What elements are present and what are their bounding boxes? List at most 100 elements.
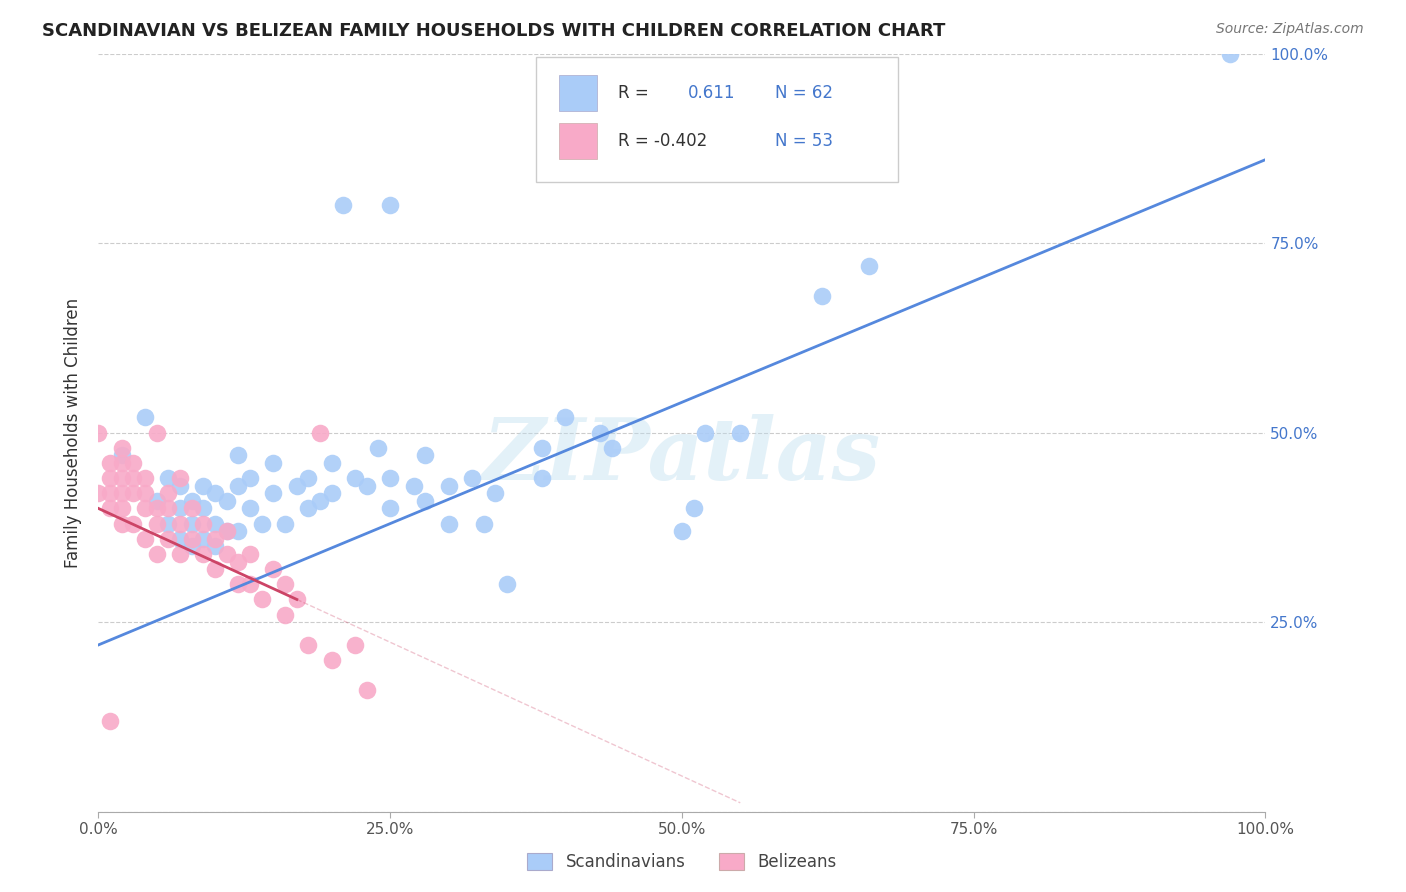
Point [600,441,623,455]
Point [356,479,378,493]
Point [321,456,343,470]
Point [204,516,226,531]
Point [378,501,402,516]
Point [239,547,262,561]
Point [215,494,238,508]
Point [472,516,495,531]
FancyBboxPatch shape [536,57,898,183]
Point [262,486,284,500]
Point [215,524,238,539]
Point [228,577,250,591]
Point [204,539,226,553]
Point [87,486,110,500]
Y-axis label: Family Households with Children: Family Households with Children [65,298,83,567]
Point [274,577,297,591]
Point [157,486,180,500]
Point [530,471,553,485]
Point [157,501,180,516]
Point [321,486,343,500]
Point [146,425,169,440]
Point [344,471,367,485]
Point [169,532,191,546]
Point [262,562,284,576]
Point [193,479,215,493]
Point [111,486,134,500]
Point [193,547,215,561]
Point [193,532,215,546]
Point [297,501,319,516]
Point [1219,46,1241,61]
Point [321,653,343,667]
Point [730,425,752,440]
Point [530,441,553,455]
Point [134,410,156,425]
Text: R = -0.402: R = -0.402 [617,132,707,150]
Point [589,425,612,440]
Point [180,501,202,516]
Point [228,449,250,463]
Point [180,532,202,546]
Point [695,425,717,440]
Point [146,547,169,561]
Point [111,456,134,470]
Point [134,471,156,485]
Point [285,592,308,607]
Point [157,532,180,546]
Point [169,501,191,516]
Point [122,486,145,500]
Point [122,456,145,470]
Point [169,471,191,485]
Point [215,547,238,561]
Point [111,449,134,463]
Point [228,479,250,493]
Point [111,441,134,455]
Point [157,516,180,531]
Text: Source: ZipAtlas.com: Source: ZipAtlas.com [1216,22,1364,37]
Point [228,554,250,569]
Point [193,516,215,531]
Text: N = 62: N = 62 [775,84,834,102]
Point [367,441,389,455]
Point [204,532,226,546]
Point [858,259,880,273]
Point [228,524,250,539]
Point [169,479,191,493]
Point [122,471,145,485]
Point [285,479,308,493]
FancyBboxPatch shape [560,122,596,159]
Point [274,607,297,622]
Point [98,714,121,728]
Text: R =: R = [617,84,648,102]
Point [378,471,402,485]
Point [134,532,156,546]
Point [98,456,121,470]
Point [332,198,354,212]
Point [344,638,367,652]
Point [495,577,517,591]
Point [134,486,156,500]
Text: SCANDINAVIAN VS BELIZEAN FAMILY HOUSEHOLDS WITH CHILDREN CORRELATION CHART: SCANDINAVIAN VS BELIZEAN FAMILY HOUSEHOL… [42,22,946,40]
Point [180,494,202,508]
Point [239,471,262,485]
Point [250,516,273,531]
Point [461,471,484,485]
Point [554,410,576,425]
Point [297,471,319,485]
Point [262,456,284,470]
Point [239,577,262,591]
Point [111,501,134,516]
Point [671,524,693,539]
Point [146,516,169,531]
Point [811,289,834,303]
Point [146,501,169,516]
Point [180,516,202,531]
Point [437,479,460,493]
Point [378,198,402,212]
Point [356,683,378,698]
Point [122,516,145,531]
Point [169,547,191,561]
Point [146,494,169,508]
Point [402,479,425,493]
Point [98,471,121,485]
Point [239,501,262,516]
